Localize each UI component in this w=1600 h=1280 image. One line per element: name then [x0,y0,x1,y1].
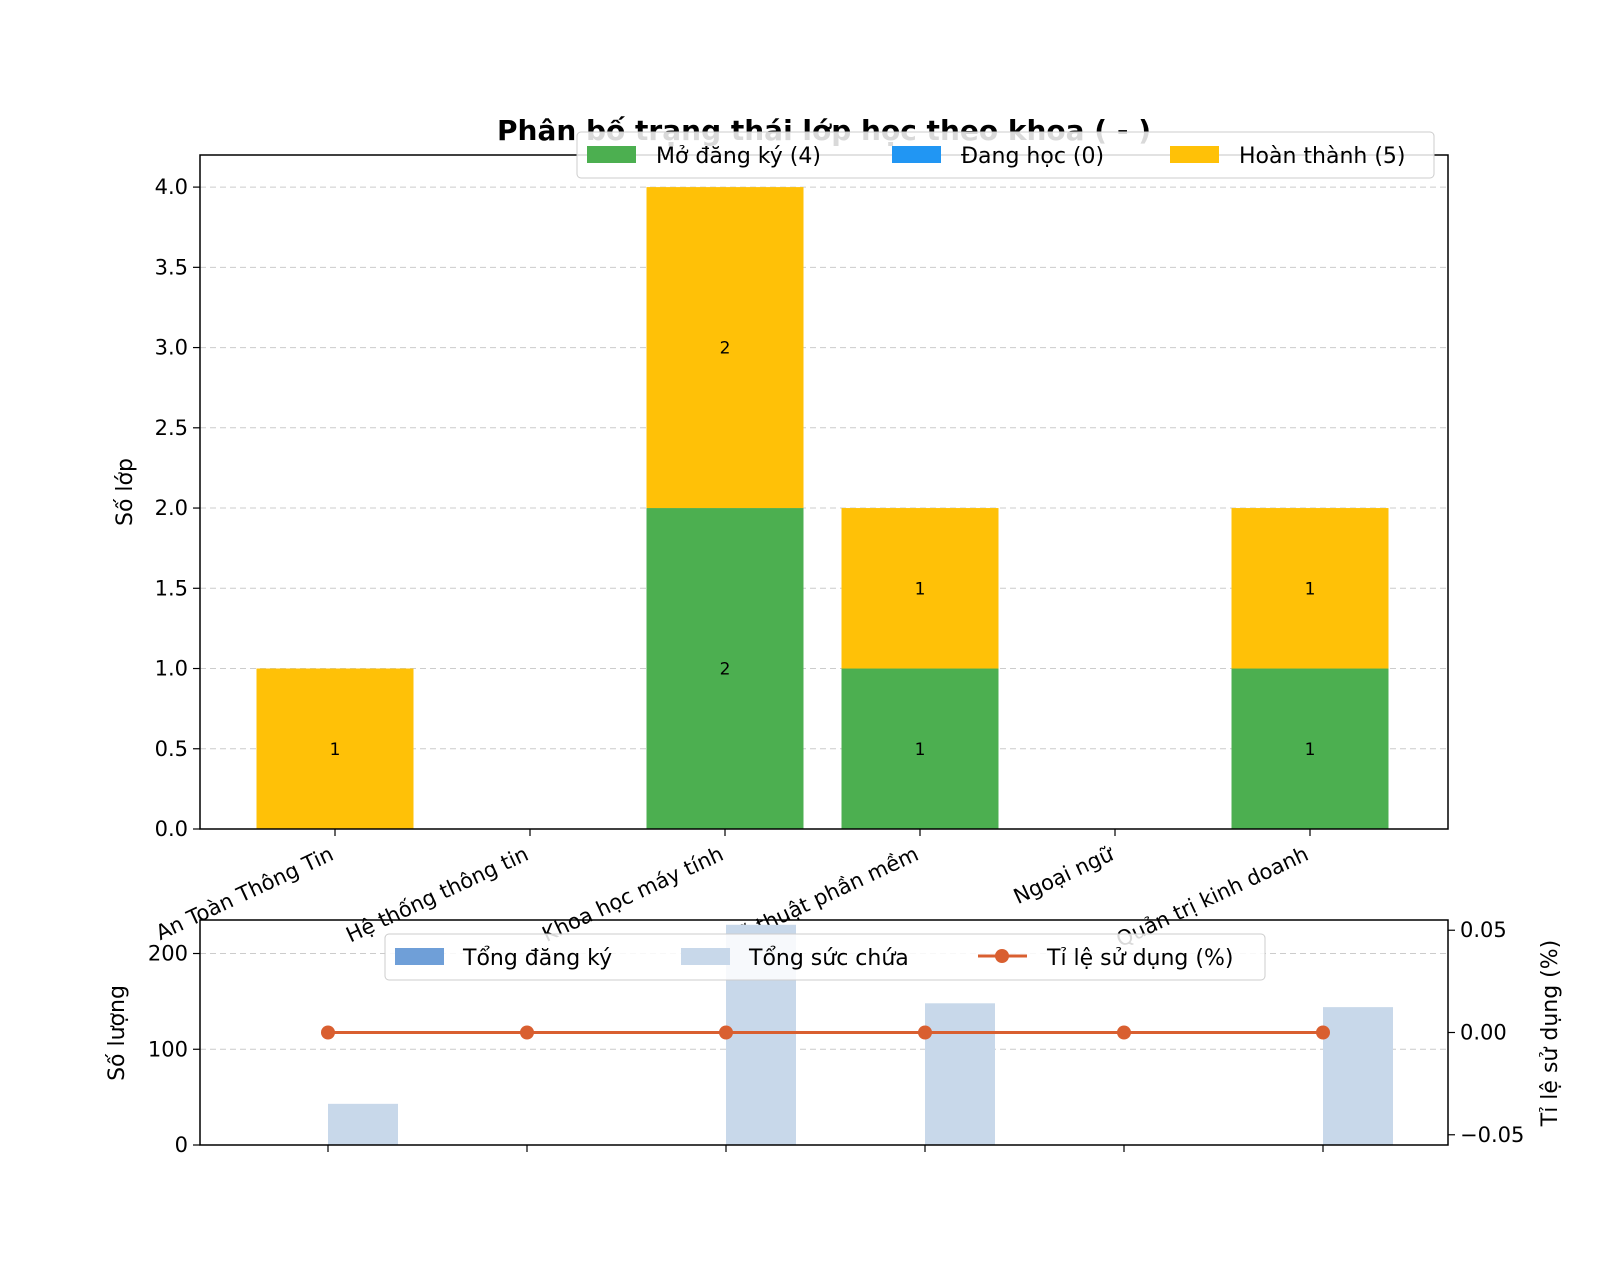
bottom-right-tick-label: −0.05 [1460,1123,1524,1147]
utilization-point [1316,1025,1330,1040]
top-legend-label: Hoàn thành (5) [1239,144,1406,169]
top-bar [646,187,804,509]
top-legend-label: Mở đăng ký (4) [656,144,821,169]
bottom-legend-label: Tỉ lệ sử dụng (%) [1046,946,1233,971]
top-bar-value-label: 1 [915,740,926,760]
bottom-bar-capacity [1323,1007,1393,1145]
bottom-legend: Tổng đăng ký Tổng sức chứa Tỉ lệ sử dụng (… [384,933,1266,981]
bottom-x-ticks [327,1145,1324,1152]
top-x-tick-label: An Toàn Thông Tin [152,842,337,945]
bottom-legend-box [384,933,1266,981]
bottom-right-tick-label: 0.00 [1460,1021,1507,1045]
utilization-point [1117,1025,1131,1040]
bottom-legend-swatch [681,948,730,965]
top-y-ticks: 0.0 0.5 1.0 1.5 2.0 2.5 3.0 3.5 4.0 [155,175,200,841]
utilization-point [719,1025,733,1040]
top-x-tick-label: Khoa học máy tính [538,842,727,947]
bottom-bar-capacity [925,1003,995,1145]
bottom-legend-swatch [395,948,444,965]
top-legend-swatch [892,146,941,163]
top-y-tick-label: 3.0 [155,336,188,360]
bottom-y-tick-label: 200 [148,942,188,966]
top-bar [256,668,414,829]
top-bar-value-label: 2 [720,339,731,359]
top-bar-value-label: 1 [1305,579,1316,599]
bottom-legend-marker [995,949,1009,963]
top-y-tick-label: 3.5 [155,255,188,279]
bottom-y-tick-label: 0 [175,1133,188,1157]
top-bar-value-label: 1 [1305,740,1316,760]
top-bar [841,668,999,829]
top-y-tick-label: 1.0 [155,657,188,681]
top-y-tick-label: 4.0 [155,175,188,199]
top-bar-value-label: 1 [915,579,926,599]
top-bar [1231,668,1389,829]
bottom-y-axis-label-right: Tỉ lệ sử dụng (%) [1538,940,1563,1127]
top-y-tick-label: 0.5 [155,737,188,761]
top-bars [256,187,1389,829]
bottom-y-ticks-right: −0.05 0.00 0.05 [1448,918,1524,1147]
top-legend-box [576,131,1435,179]
top-y-tick-label: 2.5 [155,416,188,440]
bottom-legend-label: Tổng đăng ký [462,946,612,971]
bottom-right-tick-label: 0.05 [1460,918,1507,942]
top-bar-value-label: 1 [330,740,341,760]
top-bar-value-label: 2 [720,660,731,680]
utilization-point [321,1025,335,1040]
top-legend-label: Đang học (0) [961,144,1104,169]
bottom-bar-capacity [328,1103,398,1145]
bottom-line [321,1025,1330,1040]
utilization-point [918,1025,932,1040]
top-y-tick-label: 0.0 [155,817,188,841]
top-y-tick-label: 2.0 [155,496,188,520]
top-bar [646,508,804,829]
bottom-y-tick-label: 100 [148,1037,188,1061]
top-y-tick-label: 1.5 [155,576,188,600]
top-legend: Mở đăng ký (4) Đang học (0) Hoàn thành (5) [576,131,1435,179]
top-legend-swatch [587,146,636,163]
top-y-axis-label: Số lớp [113,458,138,526]
top-x-tick-label: Ngoại ngữ [1010,841,1119,909]
top-legend-swatch [1170,146,1219,163]
utilization-point [520,1025,534,1040]
top-x-tick-label: Hệ thống thông tin [342,842,532,948]
bottom-y-axis-label: Số lượng [105,985,130,1081]
top-bar-labels: 1 2 2 1 1 1 1 [330,339,1316,760]
bottom-legend-label: Tổng sức chứa [748,946,909,971]
top-bar [841,508,999,669]
bottom-y-ticks: 0 100 200 [148,942,200,1157]
top-bar [1231,508,1389,669]
